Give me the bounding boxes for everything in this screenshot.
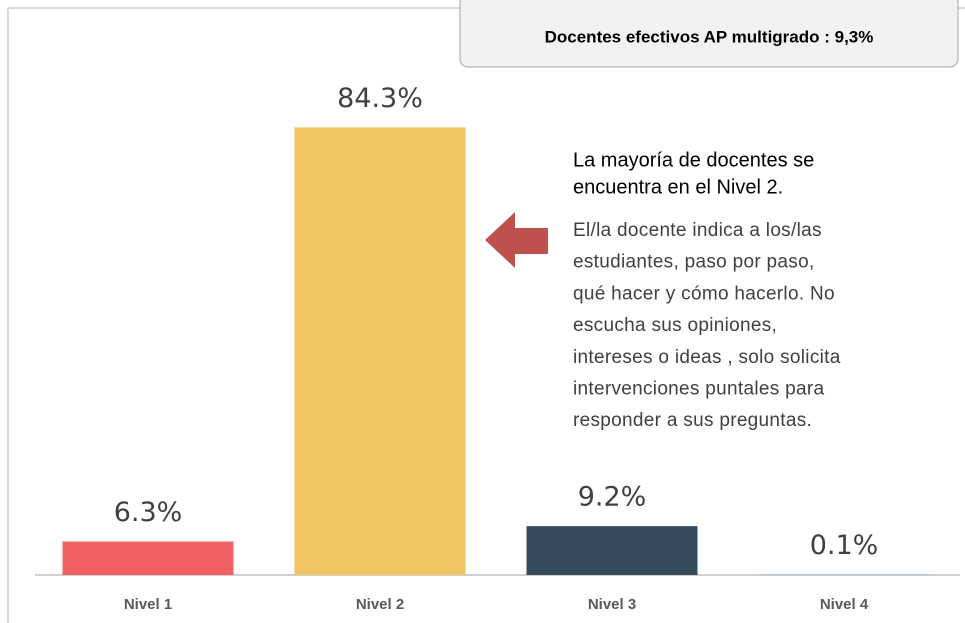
x-tick-label: Nivel 3 xyxy=(588,596,636,613)
annotation-heading: encuentra en el Nivel 2. xyxy=(573,176,783,198)
value-label: 9.2% xyxy=(578,482,647,513)
bar xyxy=(294,127,466,575)
x-tick-label: Nivel 4 xyxy=(820,596,869,613)
annotation-heading: La mayoría de docentes se xyxy=(573,149,814,171)
bar xyxy=(758,574,930,575)
annotation-body: responder a sus preguntas. xyxy=(573,410,812,431)
x-tick-label: Nivel 2 xyxy=(356,596,404,613)
annotation-body: El/la docente indica a los/las xyxy=(573,220,822,241)
annotation-body: intervenciones puntales para xyxy=(573,379,824,400)
badge: Docentes efectivos AP multigrado : 9,3% xyxy=(545,27,874,46)
value-label: 0.1% xyxy=(810,530,879,561)
annotation-body: escucha sus opiniones, xyxy=(573,315,777,336)
badge-box xyxy=(459,0,959,68)
x-tick-label: Nivel 1 xyxy=(124,596,172,613)
value-label: 84.3% xyxy=(337,83,423,114)
value-label: 6.3% xyxy=(114,497,183,528)
annotation-body: qué hacer y cómo hacerlo. No xyxy=(573,283,835,304)
annotation-body: estudiantes, paso por paso, xyxy=(573,252,815,273)
arrow xyxy=(485,212,548,268)
bar xyxy=(526,526,698,575)
bar xyxy=(62,541,234,575)
annotation-body: intereses o ideas , solo solicita xyxy=(573,347,841,368)
